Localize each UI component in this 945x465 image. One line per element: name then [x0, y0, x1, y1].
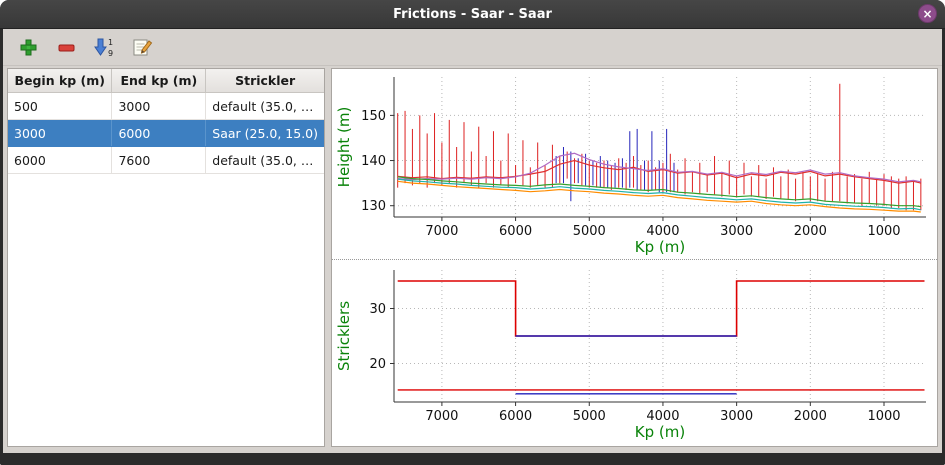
- window-title: Frictions - Saar - Saar: [393, 6, 552, 22]
- svg-text:140: 140: [361, 154, 386, 169]
- sort-ascending-icon: 1 9: [94, 38, 113, 58]
- edit-button[interactable]: [129, 34, 155, 60]
- svg-text:5000: 5000: [572, 224, 605, 239]
- table-header-row: Begin kp (m) End kp (m) Strickler: [8, 69, 324, 93]
- cell-strickler[interactable]: Saar (25.0, 15.0): [205, 119, 324, 147]
- svg-text:6000: 6000: [499, 409, 532, 424]
- main-content: Begin kp (m) End kp (m) Strickler 500 30…: [3, 66, 942, 453]
- close-icon: ×: [922, 6, 933, 21]
- window-content: 1 9: [3, 29, 942, 453]
- column-header-strickler[interactable]: Strickler: [205, 69, 324, 93]
- close-button[interactable]: ×: [918, 4, 937, 23]
- svg-text:4000: 4000: [646, 409, 679, 424]
- cell-end-kp[interactable]: 7600: [111, 146, 207, 174]
- cell-strickler[interactable]: default (35.0, …: [205, 146, 324, 174]
- svg-text:6000: 6000: [499, 224, 532, 239]
- svg-text:5000: 5000: [572, 409, 605, 424]
- sort-button[interactable]: 1 9: [91, 34, 117, 60]
- plus-icon: [20, 39, 37, 56]
- table-row[interactable]: 500 3000 default (35.0, …: [8, 92, 324, 120]
- stricklers-chart: 7000 6000 5000 4000 3000 2000 1000 20 30 Kp (m) St…: [335, 270, 926, 441]
- table-row[interactable]: 6000 7600 default (35.0, …: [8, 146, 324, 174]
- svg-text:130: 130: [361, 199, 386, 214]
- svg-text:150: 150: [361, 109, 386, 124]
- svg-text:1000: 1000: [867, 224, 900, 239]
- svg-text:20: 20: [369, 357, 386, 372]
- frictions-table-panel: Begin kp (m) End kp (m) Strickler 500 30…: [7, 68, 325, 447]
- svg-text:Height (m): Height (m): [335, 107, 353, 188]
- cell-begin-kp[interactable]: 3000: [8, 119, 113, 147]
- column-header-begin-kp[interactable]: Begin kp (m): [8, 69, 113, 93]
- toolbar: 1 9: [3, 29, 942, 66]
- svg-text:30: 30: [369, 302, 386, 317]
- table-row-selected[interactable]: 3000 6000 Saar (25.0, 15.0): [8, 119, 324, 147]
- svg-text:3000: 3000: [720, 409, 753, 424]
- svg-text:1000: 1000: [867, 409, 900, 424]
- cell-begin-kp[interactable]: 500: [8, 92, 113, 120]
- frictions-table: Begin kp (m) End kp (m) Strickler 500 30…: [8, 69, 324, 174]
- svg-text:3000: 3000: [720, 224, 753, 239]
- height-chart-block: 7000 6000 5000 4000 3000 2000 1000 130 140 150 Kp …: [332, 69, 937, 259]
- svg-text:4000: 4000: [646, 224, 679, 239]
- sort-digit-bottom: 9: [108, 49, 113, 58]
- remove-row-button[interactable]: [53, 34, 79, 60]
- cell-end-kp[interactable]: 6000: [111, 119, 207, 147]
- column-header-end-kp[interactable]: End kp (m): [111, 69, 207, 93]
- charts-panel: 7000 6000 5000 4000 3000 2000 1000 130 140 150 Kp …: [331, 68, 938, 447]
- minus-icon: [58, 44, 75, 52]
- sort-digit-top: 1: [108, 38, 113, 47]
- cell-strickler[interactable]: default (35.0, …: [205, 92, 324, 120]
- svg-text:7000: 7000: [425, 409, 458, 424]
- svg-text:Kp (m): Kp (m): [634, 238, 684, 256]
- cell-begin-kp[interactable]: 6000: [8, 146, 113, 174]
- window-bottom-frame: [0, 453, 945, 465]
- stricklers-chart-block: 7000 6000 5000 4000 3000 2000 1000 20 30 Kp (m) St…: [332, 259, 937, 446]
- titlebar[interactable]: Frictions - Saar - Saar ×: [0, 0, 945, 29]
- svg-text:2000: 2000: [793, 409, 826, 424]
- svg-text:2000: 2000: [793, 224, 826, 239]
- height-profile-chart: 7000 6000 5000 4000 3000 2000 1000 130 140 150 Kp …: [335, 77, 926, 256]
- svg-text:7000: 7000: [425, 224, 458, 239]
- add-row-button[interactable]: [15, 34, 41, 60]
- svg-text:Stricklers: Stricklers: [335, 301, 353, 371]
- cell-end-kp[interactable]: 3000: [111, 92, 207, 120]
- edit-pencil-icon: [133, 39, 153, 56]
- svg-text:Kp (m): Kp (m): [634, 423, 684, 441]
